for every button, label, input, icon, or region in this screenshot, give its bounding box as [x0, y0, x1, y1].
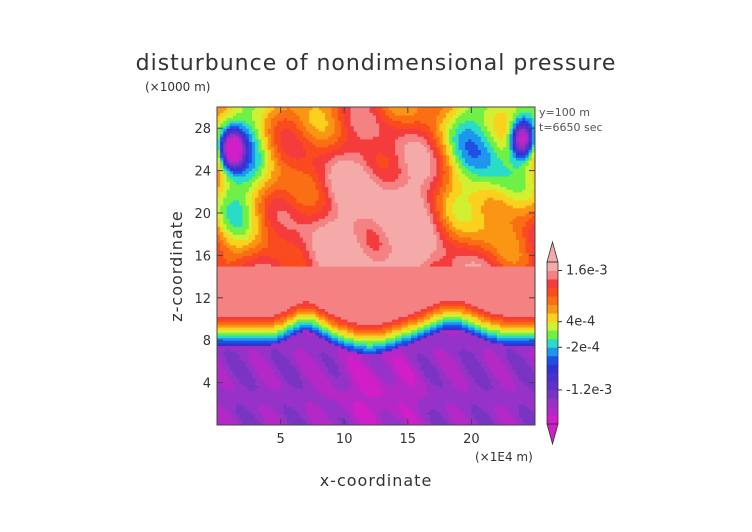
colorbar-swatch [547, 296, 558, 305]
y-tick-label: 24 [194, 165, 211, 180]
info-time: t=6650 sec [539, 121, 603, 134]
colorbar-swatch [547, 398, 558, 407]
colorbar-min-arrow [547, 424, 558, 444]
colorbar-swatch [547, 356, 558, 365]
colorbar-swatch [547, 262, 558, 271]
colorbar-max-arrow [547, 242, 558, 262]
y-tick-label: 8 [203, 334, 211, 349]
colorbar-tick-label: -1.2e-3 [566, 383, 612, 398]
y-axis-unit: (×1000 m) [145, 80, 210, 94]
y-tick-label: 16 [194, 249, 211, 264]
colorbar-swatch [547, 330, 558, 339]
colorbar-swatch [547, 364, 558, 373]
colorbar-swatch [547, 313, 558, 322]
colorbar-swatch [547, 305, 558, 314]
colorbar-legend: 1.6e-3 4e-4 -2e-4 -1.2e-3 [547, 242, 612, 444]
chart-title: disturbunce of nondimensional pressure [136, 51, 617, 76]
x-tick-label: 20 [463, 432, 480, 447]
x-tick-label: 10 [336, 432, 353, 447]
plot-field [217, 107, 536, 426]
y-tick-label: 20 [194, 207, 211, 222]
colorbar-swatch [547, 407, 558, 416]
colorbar-swatch [547, 322, 558, 331]
y-tick-label: 4 [203, 377, 211, 392]
y-tick-label: 12 [194, 292, 211, 307]
colorbar-tick-label: 1.6e-3 [566, 264, 608, 279]
x-axis-unit: (×1E4 m) [475, 450, 533, 464]
x-tick-label: 5 [276, 432, 284, 447]
x-tick-label: 15 [400, 432, 417, 447]
colorbar-tick-label: -2e-4 [566, 340, 600, 355]
x-axis-label: x-coordinate [320, 471, 433, 490]
colorbar-swatch [547, 381, 558, 390]
y-tick-label: 28 [194, 122, 211, 137]
colorbar-swatch [547, 288, 558, 297]
colorbar-swatch [547, 373, 558, 382]
colorbar-swatch [547, 279, 558, 288]
colorbar-swatch [547, 390, 558, 399]
info-y-level: y=100 m [539, 106, 590, 119]
colorbar-swatch [547, 339, 558, 348]
y-axis-label: z-coordinate [167, 210, 186, 322]
colorbar-swatch [547, 415, 558, 424]
colorbar-swatch [547, 271, 558, 280]
colorbar-tick-label: 4e-4 [566, 315, 595, 330]
colorbar-swatch [547, 347, 558, 356]
